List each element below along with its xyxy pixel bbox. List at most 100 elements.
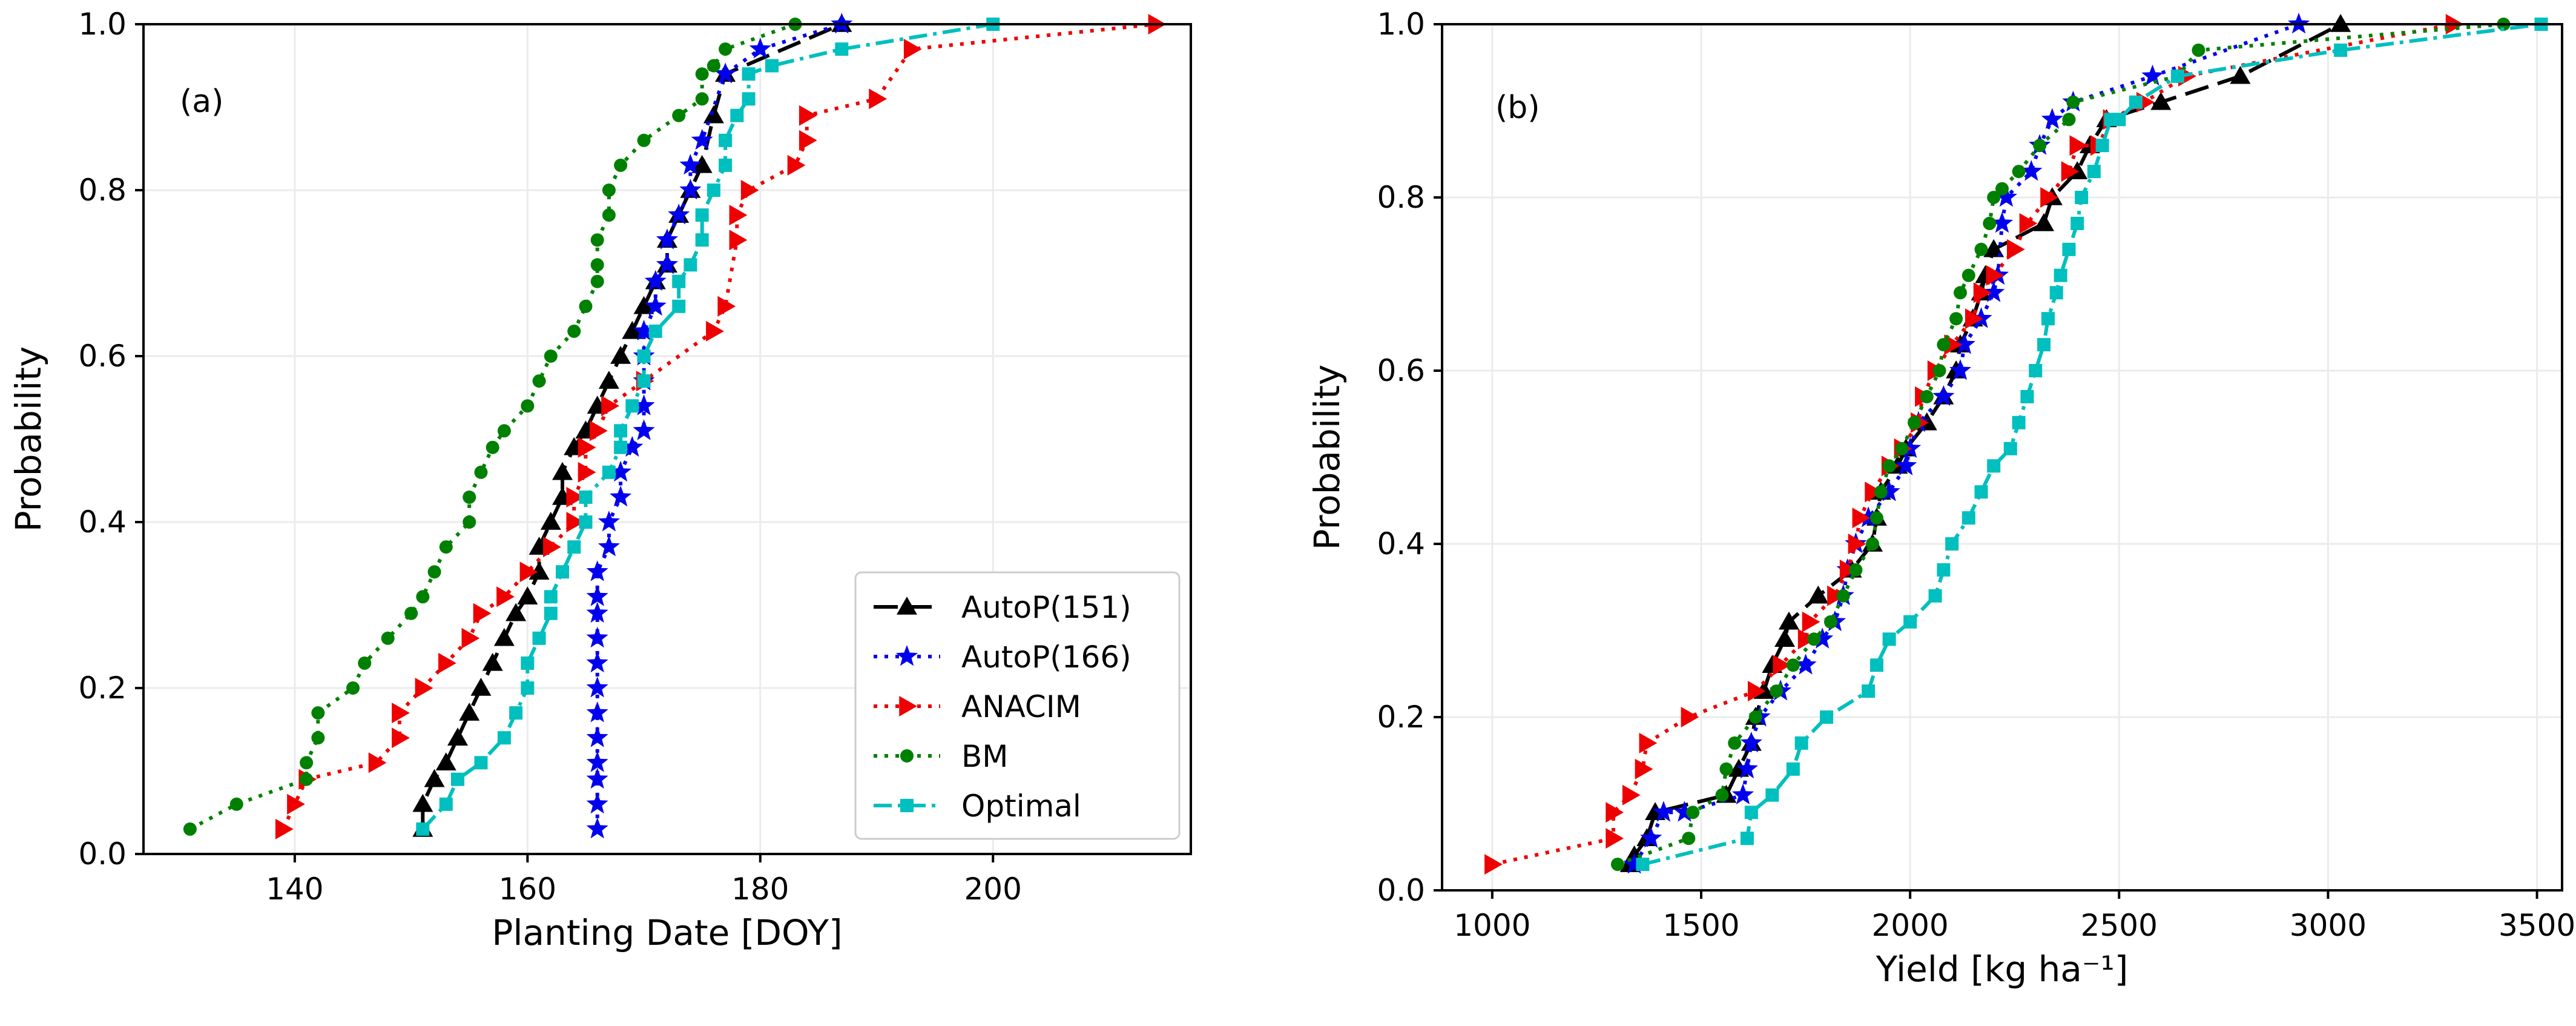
data-point [461,627,480,649]
data-point [427,565,441,579]
data-point [691,128,713,150]
data-point [1974,485,1988,499]
data-point [749,38,771,59]
data-point [2012,165,2026,179]
data-point [1866,537,1880,551]
data-point [2070,216,2084,230]
data-point [637,374,651,388]
data-point [1731,783,1754,805]
data-point [1622,784,1641,806]
data-point [1606,828,1624,849]
legend-entry: AutoP(166) [874,640,1132,675]
data-point [1852,508,1871,529]
data-point [474,756,488,770]
x-axis-label: Yield [kg ha⁻¹] [1876,948,2129,990]
data-point [579,490,593,504]
data-point [1865,482,1883,503]
data-point [622,320,643,339]
data-point [586,701,608,723]
data-point [602,184,616,197]
data-point [556,565,569,579]
data-point [614,440,628,454]
data-point [799,105,817,126]
data-point [1786,658,1800,672]
data-point [648,324,662,338]
data-point [1874,485,1888,499]
data-point [598,371,619,389]
data-point [2020,389,2034,403]
data-point [519,561,538,583]
data-point [1820,710,1834,724]
data-point [470,678,492,696]
data-point [707,59,720,73]
data-point [474,465,488,479]
data-point [679,179,702,200]
data-point [586,626,608,648]
y-tick-label: 0.4 [1377,526,1425,561]
data-point [644,270,667,291]
y-tick-label: 0.0 [78,836,127,872]
data-point [2049,286,2063,300]
data-point [2041,108,2063,129]
data-point [2012,415,2026,429]
data-point [486,440,499,454]
data-point [1920,389,1934,403]
data-point [2029,364,2043,377]
legend-label: ANACIM [961,689,1081,724]
data-point [637,349,651,363]
data-point [552,462,573,480]
legend-label: AutoP(166) [961,640,1132,675]
data-point [1652,801,1675,822]
data-point [1882,632,1896,646]
data-point [1484,854,1503,875]
legend-marker [900,749,914,763]
data-point [1986,265,2004,286]
data-point [1932,385,1955,406]
data-point [509,706,523,720]
data-point [517,586,538,605]
data-point [1962,268,1975,282]
data-point [602,208,616,222]
data-point [586,585,608,606]
data-point [656,253,679,274]
data-point [482,652,503,671]
data-point [695,67,709,81]
axes-frame [1441,23,2563,892]
y-tick-label: 0.4 [78,505,127,540]
series-line [1632,22,2300,865]
x-tick-label: 3500 [2499,908,2575,943]
legend: AutoP(151) AutoP(166) ANACIM BM Optimal [854,571,1181,840]
legend-label: BM [961,739,1008,774]
data-point [2033,139,2047,153]
panel-a: 140 160 180 200 0.0 0.2 0.4 0.6 0.8 1.0 Planting D… [8,7,1192,953]
x-tick-label: 1000 [1454,908,1530,943]
data-point [707,184,720,197]
data-point [1639,732,1658,753]
data-point [1995,186,2017,207]
data-point [590,274,604,288]
data-point [1878,480,1900,501]
data-point [1808,585,1829,604]
data-point [567,540,581,554]
data-point [2006,239,2025,260]
panel-b: 1000 1500 2000 2500 3000 3500 0.0 0.2 0.4 0.6 0.8 1… [1306,7,2575,990]
data-point [506,603,527,621]
data-point [1728,736,1742,750]
y-tick-label: 0.2 [1377,700,1425,735]
data-point [1991,211,2014,233]
data-point [668,204,690,225]
data-point [2334,43,2348,57]
data-point [300,772,314,786]
data-point [719,158,733,172]
legend-marker [895,645,918,666]
data-point [1774,629,1796,647]
data-point [579,515,593,529]
legend-entry: ANACIM [874,689,1081,724]
data-point [1740,731,1762,753]
data-point [719,133,733,147]
data-point [742,67,756,81]
data-point [2062,113,2076,127]
data-point [1719,762,1733,776]
data-point [368,752,387,773]
